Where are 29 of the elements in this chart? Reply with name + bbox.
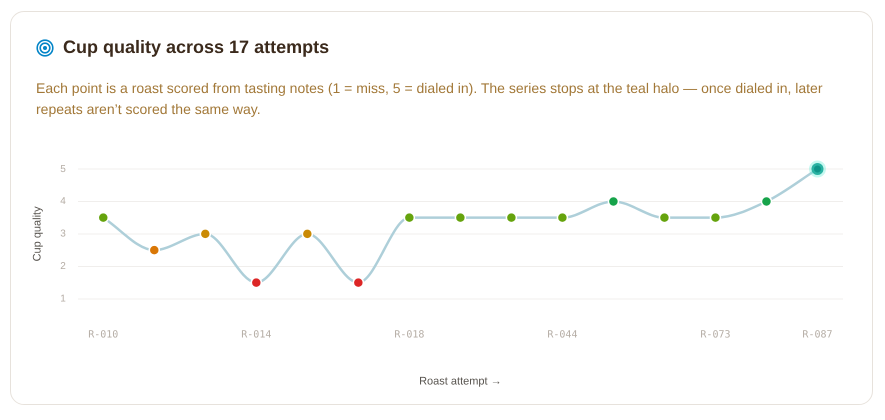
- x-tick-label: R-018: [394, 329, 424, 340]
- chart-title: Cup quality across 17 attempts: [63, 37, 330, 58]
- x-tick-label: R-044: [547, 329, 578, 340]
- y-tick-label: 3: [60, 228, 66, 240]
- x-tick-label: R-087: [802, 329, 833, 340]
- y-tick-label: 2: [60, 261, 66, 272]
- point: [404, 212, 416, 224]
- point: [454, 212, 466, 224]
- point: [608, 196, 620, 208]
- y-tick-label: 1: [60, 294, 66, 305]
- y-tick-label: 5: [60, 164, 66, 175]
- point: [710, 212, 722, 224]
- point: [352, 276, 364, 288]
- point: [302, 228, 314, 240]
- x-tick-label: R-014: [241, 329, 272, 340]
- point: [658, 212, 670, 224]
- point: [760, 196, 772, 208]
- y-tick-label: 4: [60, 196, 66, 208]
- x-tick-label: R-010: [88, 329, 118, 340]
- x-tick-label: R-073: [700, 329, 731, 340]
- y-axis-title: Cup quality: [32, 206, 44, 262]
- point: [250, 276, 262, 288]
- chart-subtitle: Each point is a roast scored from tasting notes (1 = miss, 5 = dialed in). The series stops at the teal halo — once dialed in, later repeats aren’t scored the same way.: [36, 79, 824, 119]
- point: [556, 212, 568, 224]
- point: [200, 228, 212, 240]
- point: [506, 212, 518, 224]
- x-axis-title: Roast attempt →: [419, 375, 502, 388]
- point: [98, 212, 110, 224]
- point: [148, 244, 160, 256]
